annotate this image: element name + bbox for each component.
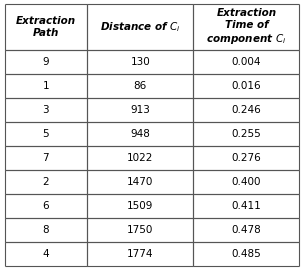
Polygon shape — [193, 218, 299, 242]
Text: 1774: 1774 — [127, 249, 154, 259]
Text: 0.016: 0.016 — [232, 81, 261, 91]
Polygon shape — [193, 50, 299, 74]
Text: 5: 5 — [43, 129, 49, 139]
Text: 948: 948 — [130, 129, 150, 139]
Text: 0.255: 0.255 — [231, 129, 261, 139]
Text: 1022: 1022 — [127, 153, 154, 163]
Polygon shape — [5, 4, 87, 50]
Polygon shape — [193, 170, 299, 194]
Text: 7: 7 — [43, 153, 49, 163]
Polygon shape — [193, 4, 299, 50]
Polygon shape — [5, 98, 87, 122]
Text: 86: 86 — [133, 81, 147, 91]
Polygon shape — [5, 50, 87, 74]
Polygon shape — [87, 50, 193, 74]
Text: 8: 8 — [43, 225, 49, 235]
Polygon shape — [193, 242, 299, 266]
Polygon shape — [193, 122, 299, 146]
Polygon shape — [87, 98, 193, 122]
Polygon shape — [87, 218, 193, 242]
Polygon shape — [87, 194, 193, 218]
Text: 0.411: 0.411 — [231, 201, 261, 211]
Polygon shape — [5, 194, 87, 218]
Text: 1470: 1470 — [127, 177, 154, 187]
Polygon shape — [5, 242, 87, 266]
Text: 0.246: 0.246 — [231, 105, 261, 115]
Text: Extraction
Time of
component $C_i$: Extraction Time of component $C_i$ — [206, 8, 286, 46]
Text: 9: 9 — [43, 57, 49, 67]
Polygon shape — [87, 4, 193, 50]
Polygon shape — [87, 242, 193, 266]
Text: 913: 913 — [130, 105, 150, 115]
Text: 2: 2 — [43, 177, 49, 187]
Text: 1509: 1509 — [127, 201, 154, 211]
Polygon shape — [5, 74, 87, 98]
Polygon shape — [5, 122, 87, 146]
Text: 4: 4 — [43, 249, 49, 259]
Text: 0.004: 0.004 — [232, 57, 261, 67]
Polygon shape — [193, 194, 299, 218]
Text: 0.400: 0.400 — [232, 177, 261, 187]
Text: 6: 6 — [43, 201, 49, 211]
Polygon shape — [5, 146, 87, 170]
Text: 3: 3 — [43, 105, 49, 115]
Polygon shape — [5, 218, 87, 242]
Polygon shape — [193, 98, 299, 122]
Polygon shape — [87, 74, 193, 98]
Polygon shape — [87, 146, 193, 170]
Text: 130: 130 — [130, 57, 150, 67]
Polygon shape — [87, 122, 193, 146]
Text: Distance of $C_i$: Distance of $C_i$ — [100, 20, 181, 34]
Text: 0.485: 0.485 — [231, 249, 261, 259]
Text: 1: 1 — [43, 81, 49, 91]
Text: 0.478: 0.478 — [231, 225, 261, 235]
Text: 1750: 1750 — [127, 225, 154, 235]
Polygon shape — [193, 74, 299, 98]
Polygon shape — [5, 170, 87, 194]
Polygon shape — [87, 170, 193, 194]
Polygon shape — [193, 146, 299, 170]
Text: 0.276: 0.276 — [231, 153, 261, 163]
Text: Extraction
Path: Extraction Path — [16, 16, 76, 38]
